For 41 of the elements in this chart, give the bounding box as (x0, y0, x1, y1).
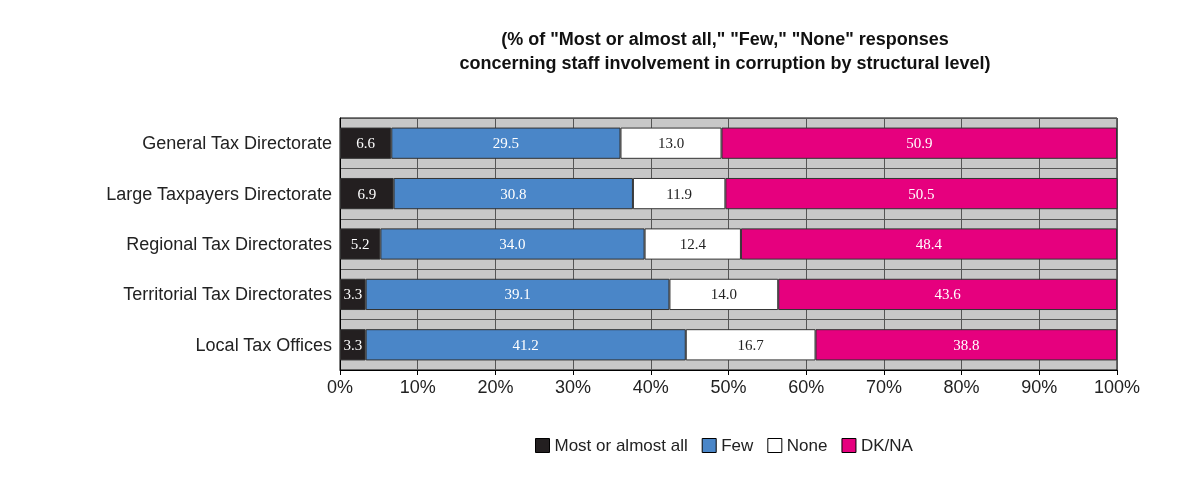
legend-label: None (786, 436, 828, 455)
x-tick-label: 40% (632, 377, 669, 397)
data-label: 43.6 (934, 286, 962, 303)
x-tick-label: 30% (555, 377, 592, 397)
y-tick-label: Territorial Tax Directorates (123, 284, 332, 305)
data-label: 16.7 (737, 336, 765, 353)
data-label: 29.5 (492, 135, 520, 152)
legend-label: Few (721, 436, 755, 455)
x-tick-label: 70% (865, 377, 902, 397)
x-tick-label: 80% (943, 377, 980, 397)
data-label: 50.5 (908, 185, 935, 202)
data-label: 39.1 (504, 286, 531, 303)
data-label: 3.3 (343, 286, 363, 303)
data-label: 48.4 (915, 236, 943, 252)
data-label: 13.0 (657, 135, 685, 152)
x-tick-label: 0% (326, 377, 354, 397)
y-tick-label: Large Taxpayers Directorate (106, 183, 332, 204)
data-label: 38.8 (953, 336, 980, 353)
chart-title: (% of "Most or almost all," "Few," "None" responses concerning staff involvement in corruption by structural level) (459, 29, 991, 73)
data-label: 12.4 (679, 236, 707, 252)
x-tick-label: 50% (710, 377, 747, 397)
x-tick-label: 10% (399, 377, 436, 397)
legend-label: DK/NA (860, 436, 914, 455)
data-label: 41.2 (512, 336, 539, 353)
data-label: 34.0 (499, 236, 526, 252)
legend-label: Most or almost all (554, 436, 688, 455)
y-tick-label: Regional Tax Directorates (126, 234, 332, 254)
data-label: 14.0 (710, 286, 737, 303)
x-tick-label: 100% (1093, 377, 1141, 397)
y-tick-label: General Tax Directorate (142, 133, 332, 154)
data-label: 3.3 (343, 336, 363, 353)
x-tick-label: 20% (477, 377, 514, 397)
data-label: 5.2 (350, 236, 370, 252)
data-label: 6.9 (357, 185, 377, 202)
data-label: 6.6 (356, 135, 376, 152)
data-label: 30.8 (500, 185, 527, 202)
data-label: 50.9 (906, 135, 933, 152)
x-tick-label: 90% (1021, 377, 1058, 397)
data-label: 11.9 (666, 185, 693, 202)
x-tick-label: 60% (788, 377, 825, 397)
y-tick-label: Local Tax Offices (195, 334, 332, 355)
